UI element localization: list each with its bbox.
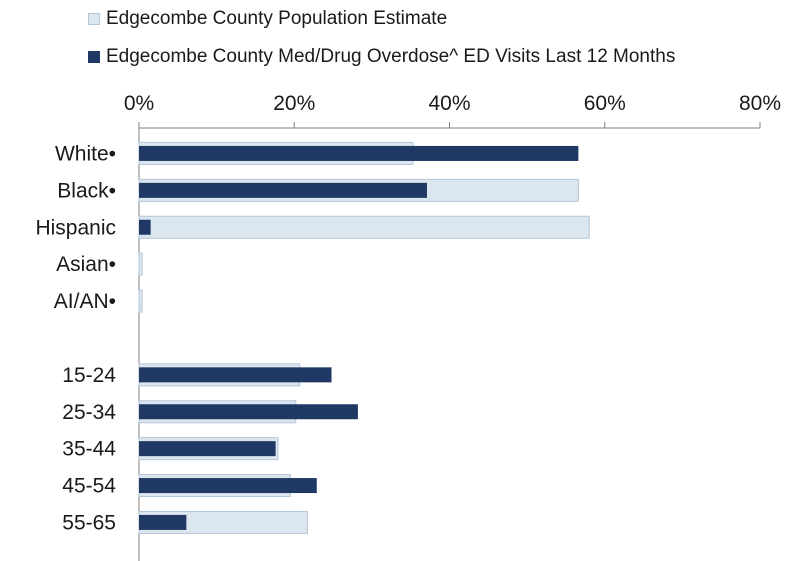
chart-legend: Edgecombe County Population Estimate Edg… — [0, 0, 800, 80]
bar-population — [138, 252, 143, 276]
bar-overdose — [139, 182, 427, 198]
bar-overdose — [139, 145, 579, 161]
x-tick-label: 40% — [428, 92, 470, 115]
bar-overdose — [139, 478, 317, 494]
category-label: Asian• — [56, 253, 116, 276]
category-label: 15-24 — [62, 364, 116, 387]
legend-item-population: Edgecombe County Population Estimate — [88, 8, 447, 30]
category-label: AI/AN• — [54, 290, 116, 313]
legend-swatch-overdose — [88, 51, 100, 63]
category-label: 25-34 — [62, 401, 116, 424]
x-tick-label: 80% — [739, 92, 781, 115]
x-tick-label: 0% — [124, 92, 154, 115]
x-tick-label: 20% — [273, 92, 315, 115]
bar-overdose — [139, 219, 151, 235]
legend-label-overdose: Edgecombe County Med/Drug Overdose^ ED V… — [106, 46, 676, 67]
category-label: 45-54 — [62, 475, 116, 498]
category-label: 55-65 — [62, 511, 116, 534]
bar-overdose — [139, 404, 358, 420]
category-label: White• — [55, 142, 116, 165]
bar-population — [138, 289, 143, 313]
category-label: Black• — [57, 179, 116, 202]
legend-label-population: Edgecombe County Population Estimate — [106, 8, 448, 29]
bar-overdose — [139, 441, 276, 457]
bar-overdose — [139, 367, 332, 383]
legend-item-overdose: Edgecombe County Med/Drug Overdose^ ED V… — [88, 46, 675, 68]
category-label: Hispanic — [35, 216, 116, 239]
legend-swatch-population — [88, 13, 100, 25]
bar-overdose — [139, 514, 187, 530]
bar-population — [138, 215, 590, 239]
x-tick-label: 60% — [584, 92, 626, 115]
category-label: 35-44 — [62, 438, 116, 461]
